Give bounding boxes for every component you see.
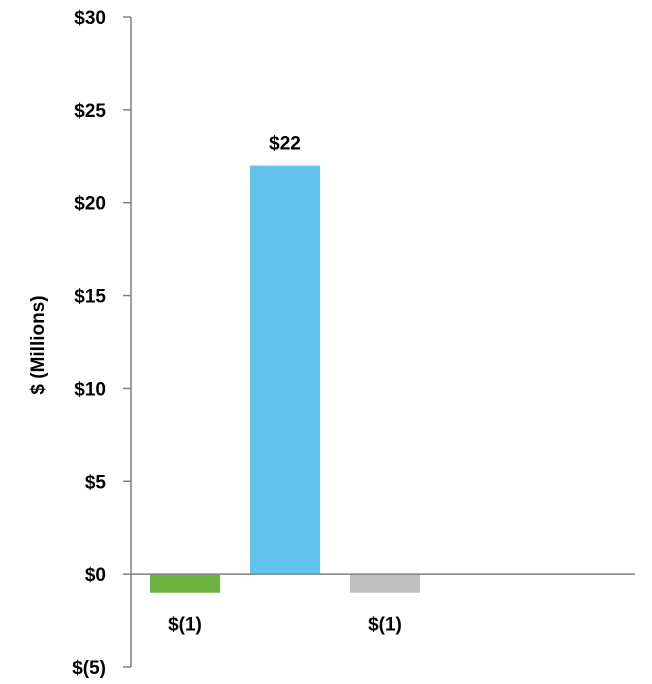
bar-value-label: $(1) — [368, 615, 402, 636]
bar — [150, 574, 220, 593]
y-tick-label: $25 — [74, 101, 106, 122]
data-labels: $(1) $22 $(1) — [168, 134, 402, 636]
y-tick-label: $5 — [85, 472, 107, 493]
y-axis-ticks: $(5) $0 $5 $10 $15 $20 $25 $30 — [72, 8, 131, 679]
y-tick-label: $30 — [74, 8, 106, 29]
y-tick-label: $15 — [74, 287, 106, 308]
y-tick-label: $(5) — [72, 658, 106, 679]
bar — [350, 574, 420, 593]
bar-value-label: $22 — [269, 134, 301, 155]
bar — [250, 165, 320, 575]
y-tick-label: $10 — [74, 379, 106, 400]
bar-value-label: $(1) — [168, 615, 202, 636]
y-axis-title: $ (Millions) — [28, 295, 49, 394]
bars — [150, 165, 420, 593]
y-tick-label: $0 — [85, 565, 106, 586]
y-tick-label: $20 — [74, 194, 106, 215]
